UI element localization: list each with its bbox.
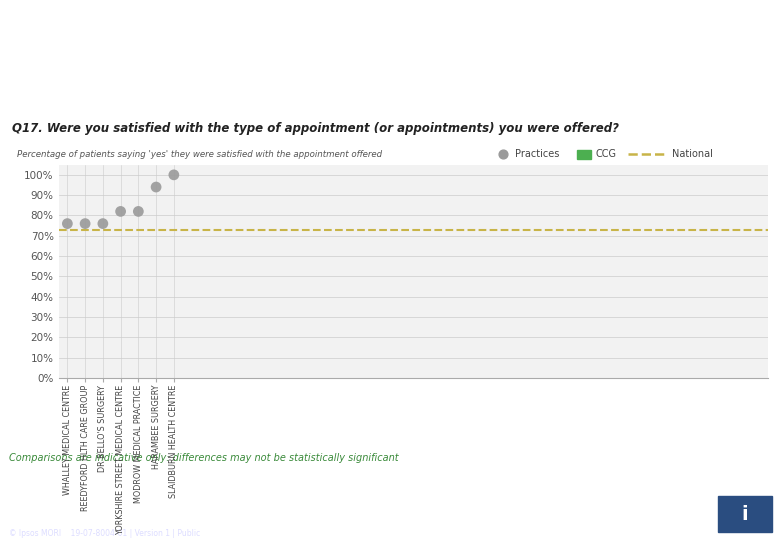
Text: i: i xyxy=(742,505,748,524)
Text: National: National xyxy=(672,150,713,159)
Point xyxy=(61,219,73,228)
Text: © Ipsos MORI    19-07-8004-01 | Version 1 | Public: © Ipsos MORI 19-07-8004-01 | Version 1 |… xyxy=(9,529,200,538)
Text: CCG: CCG xyxy=(596,150,617,159)
Point xyxy=(115,207,127,216)
Text: Social Research Institute: Social Research Institute xyxy=(9,512,122,521)
Text: 33: 33 xyxy=(381,508,399,521)
Bar xyxy=(718,496,772,532)
Point xyxy=(150,183,162,191)
Text: Practices: Practices xyxy=(515,150,559,159)
Point xyxy=(168,171,180,179)
Text: Ipsos MORI: Ipsos MORI xyxy=(9,498,75,508)
Text: Percentage of patients saying 'yes' they were satisfied with the appointment off: Percentage of patients saying 'yes' they… xyxy=(17,150,382,159)
Bar xyxy=(577,150,591,159)
Point xyxy=(79,219,91,228)
Point xyxy=(97,219,109,228)
Text: Comparisons are indicative only: differences may not be statistically significan: Comparisons are indicative only: differe… xyxy=(9,454,399,463)
Point xyxy=(132,207,144,216)
Point xyxy=(497,150,509,159)
Text: Q17. Were you satisfied with the type of appointment (or appointments) you were : Q17. Were you satisfied with the type of… xyxy=(12,122,619,136)
Text: Satisfaction with appointment offered:
how the CCG’s practices compare: Satisfaction with appointment offered: h… xyxy=(14,27,473,72)
Text: Base: All who tried to make an appointment since being registered: National (879: Base: All who tried to make an appointme… xyxy=(9,474,561,482)
